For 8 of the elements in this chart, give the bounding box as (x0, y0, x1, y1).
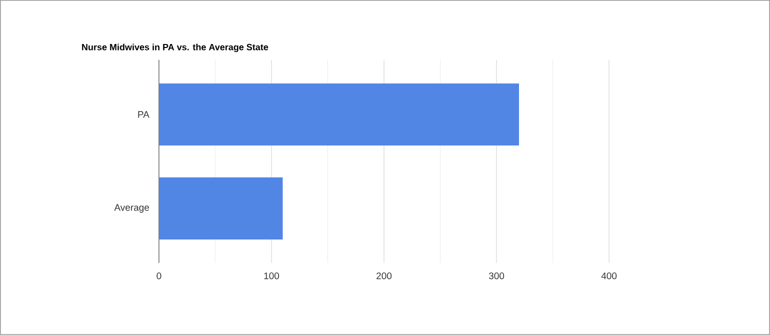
x-tick-label: 300 (488, 272, 504, 280)
x-tick-label: 0 (156, 272, 162, 280)
x-tick-label: 400 (601, 272, 617, 280)
chart-title: Nurse Midwives in PA vs. the Average State (82, 44, 268, 52)
y-tick-label: Average (114, 204, 149, 213)
x-tick-label: 100 (264, 272, 280, 280)
x-tick-label: 200 (376, 272, 392, 280)
y-tick-label: PA (138, 111, 150, 118)
